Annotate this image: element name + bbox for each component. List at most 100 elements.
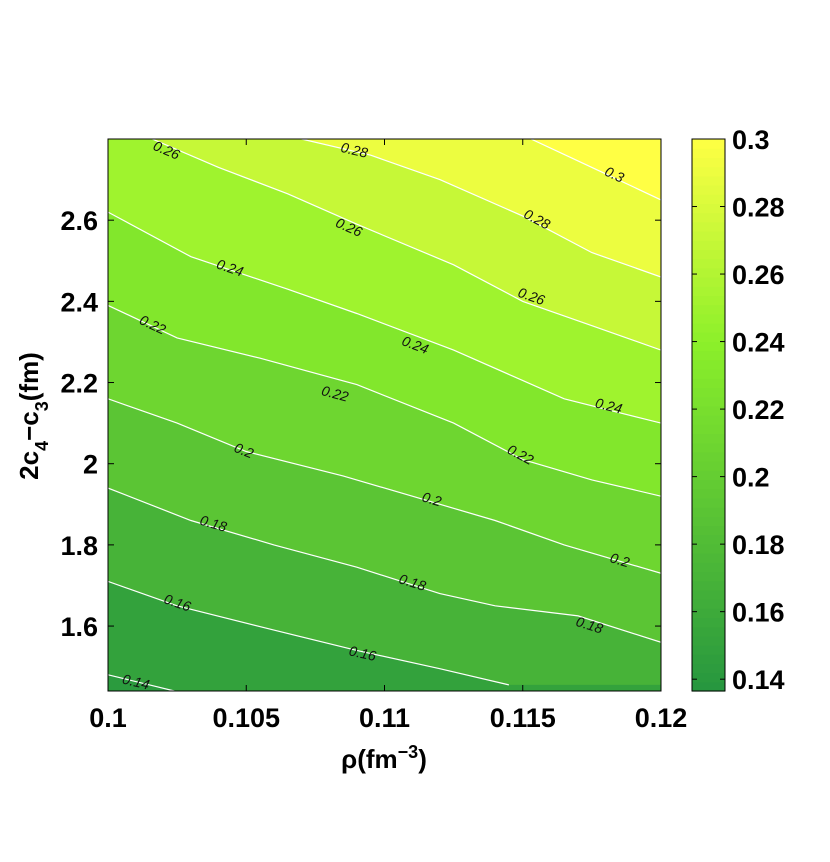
colorbar-tick-label: 0.16	[732, 598, 785, 628]
colorbar-segment	[692, 451, 725, 462]
colorbar-segment	[692, 608, 725, 618]
colorbar-segment	[692, 635, 725, 646]
colorbar-segment	[692, 212, 725, 223]
colorbar-segment	[692, 626, 725, 637]
contour-label-0.18: 0.18	[574, 613, 605, 637]
y-tick-label: 1.8	[60, 531, 98, 561]
y-axis-ticks: 1.6 1.8 2 2.2 2.4 2.6	[60, 206, 661, 642]
contour-line-0.3	[530, 139, 661, 201]
colorbar-tick-label: 0.18	[732, 530, 785, 560]
colorbar-segment	[692, 139, 725, 149]
colorbar-segment	[692, 589, 725, 600]
colorbar-segment	[692, 562, 725, 572]
colorbar-segment	[692, 148, 725, 158]
colorbar-segment	[692, 175, 725, 186]
y-tick-label: 2.2	[60, 369, 98, 399]
colorbar-tick-label: 0.2	[732, 463, 770, 493]
y-tick-label: 2.4	[60, 287, 98, 317]
colorbar-segment	[692, 166, 725, 177]
colorbar-tick-label: 0.14	[732, 665, 785, 695]
colorbar: 0.14 0.16 0.18 0.2 0.22 0.24 0.26 0.28 0.3	[691, 125, 785, 695]
colorbar-segment	[692, 488, 725, 499]
colorbar-tick-label: 0.3	[732, 125, 770, 155]
colorbar-segment	[692, 571, 725, 582]
contour-line-0.26	[151, 139, 661, 351]
contour-lines	[108, 139, 661, 691]
colorbar-segment	[692, 378, 725, 388]
colorbar-segment	[692, 185, 725, 195]
colorbar-segment	[692, 203, 725, 214]
colorbar-segment	[692, 645, 725, 655]
colorbar-segment	[692, 479, 725, 490]
x-axis-label: ρ(fm−3)	[341, 742, 427, 774]
colorbar-segment	[692, 525, 725, 536]
contour-label-0.22: 0.22	[320, 382, 351, 405]
colorbar-segment	[692, 194, 725, 204]
colorbar-segment	[692, 359, 725, 370]
contour-label-0.18: 0.18	[198, 512, 229, 535]
contour-label-0.2: 0.2	[232, 439, 256, 461]
colorbar-frame	[691, 138, 726, 692]
colorbar-segment	[692, 369, 725, 379]
contour-label-0.14: 0.14	[121, 671, 151, 693]
colorbar-segment	[692, 543, 725, 554]
colorbar-segment	[692, 295, 725, 306]
colorbar-tick-label: 0.24	[732, 328, 785, 358]
colorbar-tick-label: 0.22	[732, 395, 785, 425]
contour-line-0.14	[108, 674, 175, 691]
colorbar-segment	[692, 516, 725, 526]
colorbar-segment	[692, 341, 725, 352]
colorbar-segment	[692, 267, 725, 278]
x-tick-label: 0.105	[212, 703, 280, 733]
colorbar-segment	[692, 470, 725, 480]
region-above-0.28	[301, 139, 661, 277]
contour-label-0.18: 0.18	[397, 570, 428, 594]
colorbar-segment	[692, 433, 725, 444]
colorbar-segment	[692, 313, 725, 324]
colorbar-segment	[692, 277, 725, 287]
colorbar-tick-label: 0.28	[732, 193, 785, 223]
colorbar-segment	[692, 258, 725, 269]
contour-label-0.2: 0.2	[608, 549, 631, 570]
contour-line-0.24	[108, 211, 661, 424]
x-tick-label: 0.12	[635, 703, 688, 733]
colorbar-segment	[692, 350, 725, 361]
colorbar-segment	[692, 157, 725, 168]
x-tick-label: 0.11	[359, 703, 410, 733]
colorbar-segment	[692, 654, 725, 664]
region-above-0.3	[531, 139, 661, 200]
colorbar-segment	[692, 553, 725, 563]
x-axis-ticks: 0.1 0.105 0.11 0.115 0.12	[89, 139, 687, 733]
contour-line-0.2	[108, 398, 661, 574]
colorbar-segment	[692, 286, 725, 296]
colorbar-segment	[692, 231, 725, 241]
x-tick-label: 0.115	[490, 703, 556, 733]
colorbar-segment	[692, 323, 725, 333]
colorbar-segment	[692, 580, 725, 591]
colorbar-segment	[692, 672, 725, 683]
colorbar-segment	[692, 221, 725, 232]
colorbar-segment	[692, 415, 725, 425]
y-tick-label: 2	[83, 450, 98, 480]
colorbar-segment	[692, 599, 725, 609]
contour-label-0.24: 0.24	[594, 395, 625, 417]
y-axis-label: 2c4−c3(fm)	[14, 352, 52, 480]
colorbar-segment	[692, 507, 725, 517]
colorbar-segment	[692, 497, 725, 508]
x-tick-label: 0.1	[89, 703, 127, 733]
contour-label-0.28: 0.28	[339, 139, 369, 161]
colorbar-segment	[692, 534, 725, 545]
contour-label-0.2: 0.2	[420, 489, 443, 510]
colorbar-segment	[692, 240, 725, 250]
contour-line-0.22	[108, 304, 661, 497]
colorbar-segment	[692, 304, 725, 315]
contour-label-0.3: 0.3	[602, 163, 627, 186]
y-tick-label: 1.6	[60, 612, 98, 642]
colorbar-segment	[692, 442, 725, 453]
colorbar-segment	[692, 617, 725, 628]
colorbar-segment	[692, 249, 725, 260]
colorbar-segment	[692, 461, 725, 471]
colorbar-segment	[692, 332, 725, 342]
colorbar-segment	[692, 396, 725, 407]
